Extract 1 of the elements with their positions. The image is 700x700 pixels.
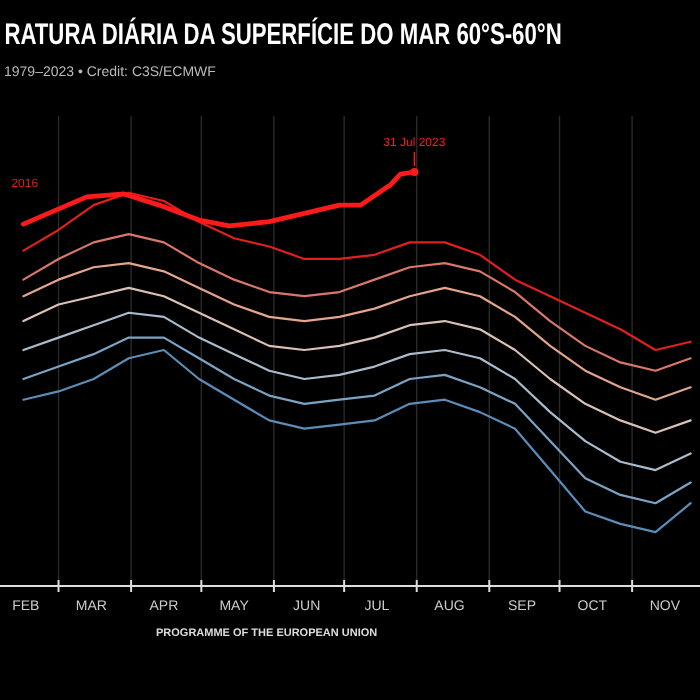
chart-title: RATURA DIÁRIA DA SUPERFÍCIE DO MAR 60°S-60°N (4, 16, 562, 51)
